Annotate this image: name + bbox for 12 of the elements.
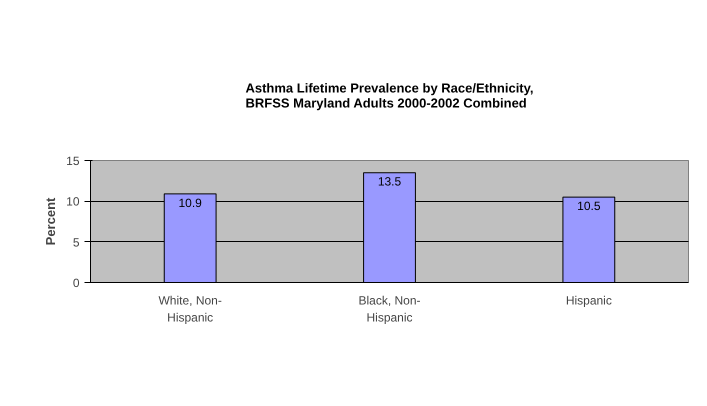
y-axis-title: Percent [43, 196, 58, 246]
y-tick-label: 0 [72, 276, 80, 290]
data-label: 10.5 [577, 199, 601, 214]
chart-title: Asthma Lifetime Prevalence by Race/Ethnicity, BRFSS Maryland Adults 2000-2002 Combined [245, 80, 534, 110]
data-label: 10.9 [178, 196, 202, 210]
data-label: 13.5 [378, 174, 402, 189]
x-tick-label: Hispanic [566, 294, 612, 308]
x-tick-label: White, Non-Hispanic [158, 294, 222, 324]
y-tick-label: 10 [66, 194, 80, 209]
x-tick-label: Black, Non-Hispanic [358, 294, 421, 324]
y-tick-label: 5 [72, 235, 80, 250]
y-tick-label: 15 [66, 154, 80, 168]
